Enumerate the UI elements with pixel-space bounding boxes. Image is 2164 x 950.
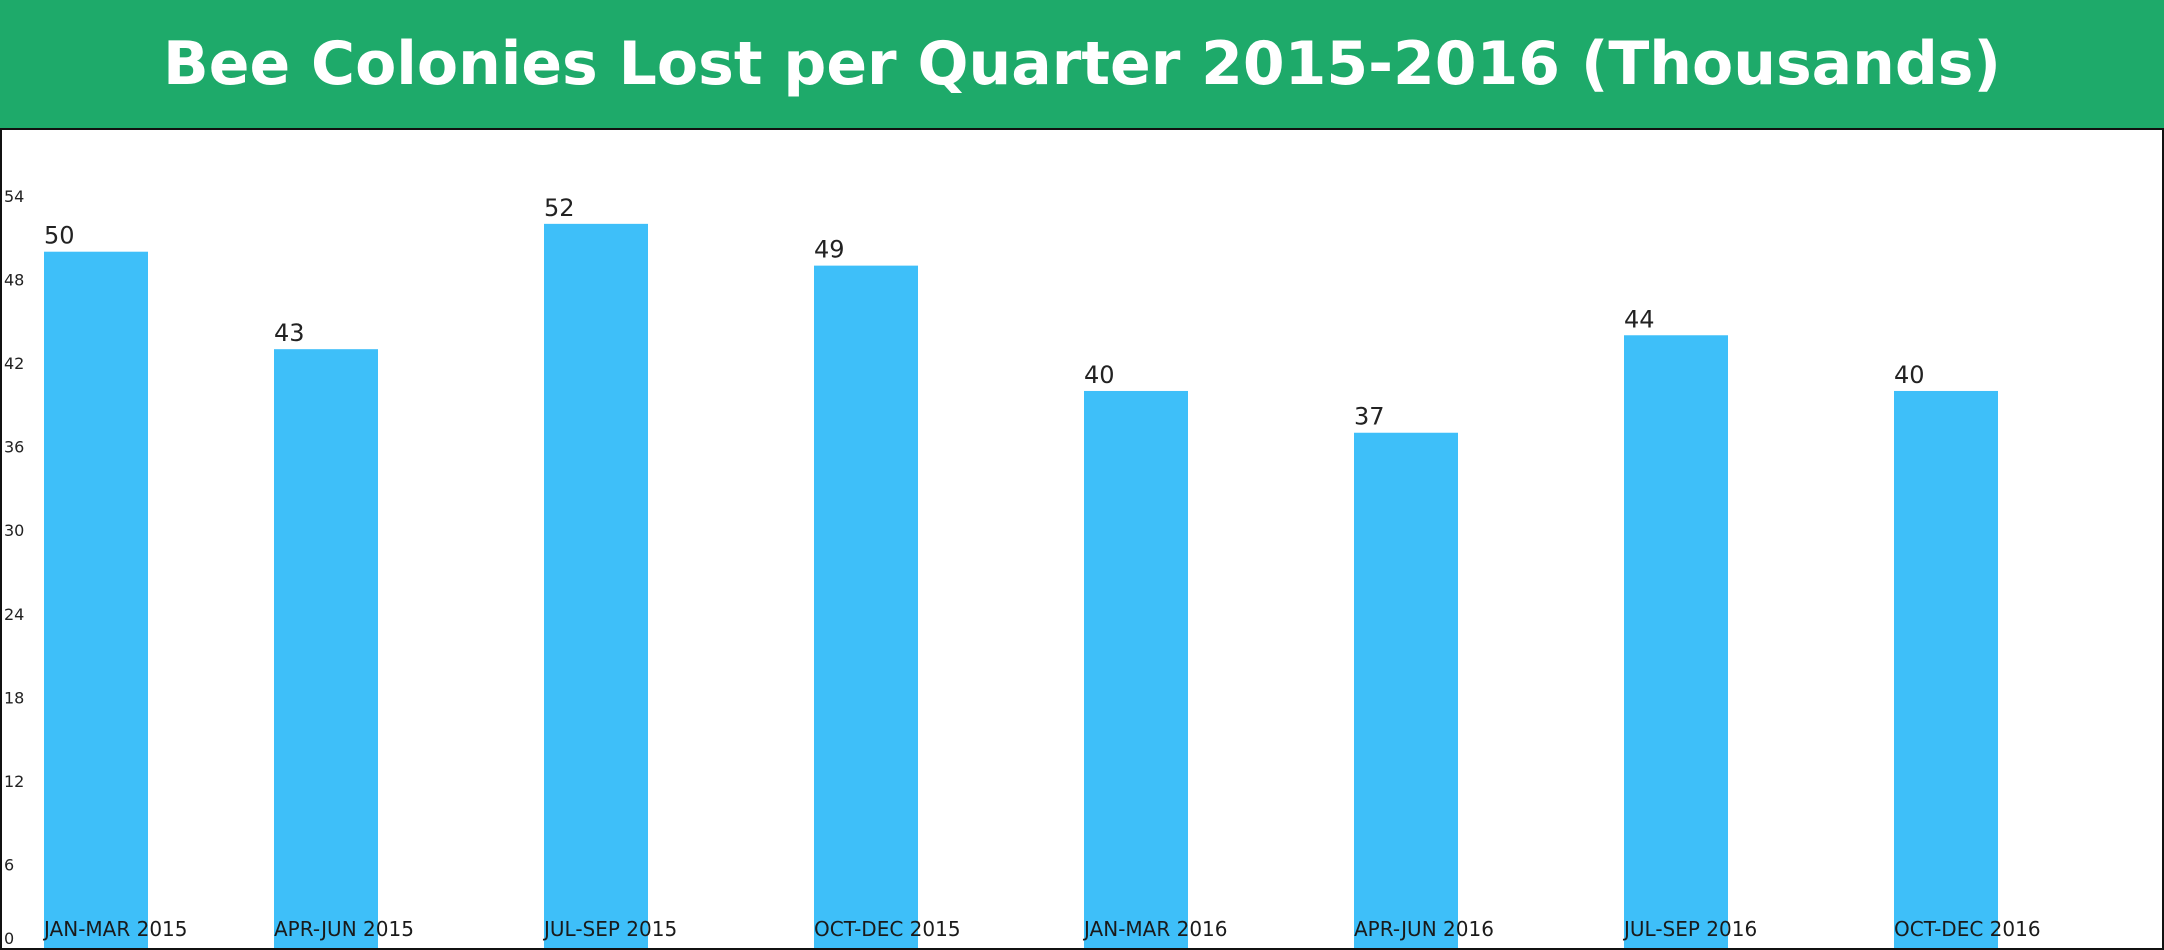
bar-value-label: 52	[544, 194, 575, 222]
x-category-label: APR-JUN 2016	[1354, 917, 1494, 941]
y-tick-label: 36	[4, 438, 24, 457]
bar	[1894, 390, 1998, 948]
bar	[1354, 432, 1458, 948]
bar-chart: 0 6 12 18 24 30 36 42 48 54 50 JAN-MAR 2015 43 APR-JU…	[4, 187, 2041, 948]
x-category-label: JUL-SEP 2016	[1622, 917, 1757, 941]
x-category-label: JAN-MAR 2016	[1082, 917, 1228, 941]
bar	[1624, 335, 1728, 948]
bar	[274, 349, 378, 948]
chart-area: 0 6 12 18 24 30 36 42 48 54 50 JAN-MAR 2015 43 APR-JU…	[0, 128, 2164, 950]
bar-value-label: 44	[1624, 305, 1655, 333]
bar-value-label: 50	[44, 222, 75, 250]
bar-value-label: 40	[1894, 361, 1925, 389]
bar-value-label: 49	[814, 236, 845, 264]
x-category-label: OCT-DEC 2016	[1894, 917, 2041, 941]
y-tick-label: 24	[4, 605, 24, 624]
chart-header: Bee Colonies Lost per Quarter 2015-2016 …	[0, 0, 2164, 128]
y-tick-label: 30	[4, 521, 24, 540]
x-category-label: JUL-SEP 2015	[542, 917, 677, 941]
bar-value-label: 43	[274, 319, 305, 347]
y-tick-label: 0	[4, 929, 14, 948]
y-tick-label: 12	[4, 772, 24, 791]
y-tick-label: 42	[4, 354, 24, 373]
bar-value-label: 37	[1354, 403, 1385, 431]
bar	[44, 251, 148, 948]
bar	[814, 265, 918, 948]
bar	[544, 223, 648, 948]
x-category-label: JAN-MAR 2015	[42, 917, 188, 941]
y-tick-label: 18	[4, 688, 24, 707]
y-tick-label: 6	[4, 855, 14, 874]
y-tick-label: 54	[4, 187, 24, 206]
x-category-label: APR-JUN 2015	[274, 917, 414, 941]
bar	[1084, 390, 1188, 948]
bar-value-label: 40	[1084, 361, 1115, 389]
y-tick-label: 48	[4, 271, 24, 290]
x-category-label: OCT-DEC 2015	[814, 917, 961, 941]
chart-title: Bee Colonies Lost per Quarter 2015-2016 …	[163, 29, 2001, 99]
